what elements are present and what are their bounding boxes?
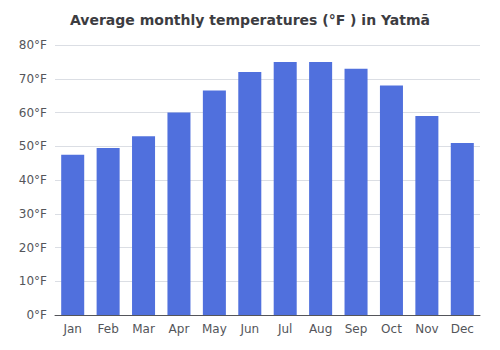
svg-text:Jul: Jul: [277, 322, 292, 336]
svg-text:30°F: 30°F: [19, 207, 47, 221]
svg-text:Sep: Sep: [345, 322, 368, 336]
svg-text:Oct: Oct: [381, 322, 402, 336]
svg-text:May: May: [202, 322, 227, 336]
svg-text:Jan: Jan: [62, 322, 82, 336]
svg-text:0°F: 0°F: [26, 308, 47, 322]
svg-text:60°F: 60°F: [19, 106, 47, 120]
svg-text:Apr: Apr: [169, 322, 190, 336]
svg-text:20°F: 20°F: [19, 241, 47, 255]
svg-text:80°F: 80°F: [19, 38, 47, 52]
svg-text:50°F: 50°F: [19, 139, 47, 153]
svg-text:Dec: Dec: [451, 322, 474, 336]
svg-text:Mar: Mar: [132, 322, 155, 336]
svg-text:70°F: 70°F: [19, 72, 47, 86]
svg-text:10°F: 10°F: [19, 274, 47, 288]
svg-text:Average monthly temperatures (: Average monthly temperatures (°F ) in Ya…: [70, 12, 430, 28]
svg-text:Feb: Feb: [98, 322, 119, 336]
svg-text:Jun: Jun: [239, 322, 259, 336]
svg-text:Aug: Aug: [309, 322, 332, 336]
svg-text:40°F: 40°F: [19, 173, 47, 187]
svg-text:Nov: Nov: [415, 322, 438, 336]
